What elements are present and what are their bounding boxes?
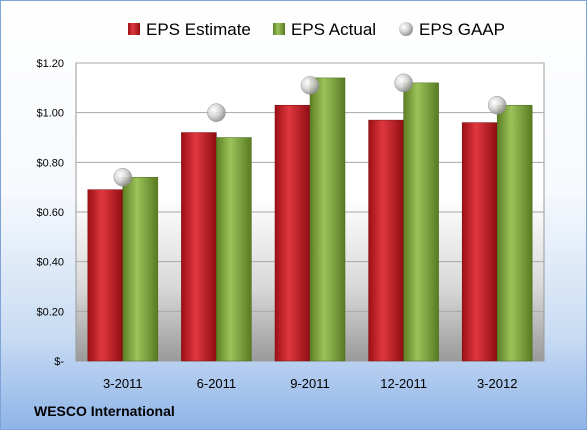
- x-tick-label: 3-2012: [477, 376, 517, 391]
- bar-eps-actual: [309, 77, 346, 362]
- legend-label-eps-actual: EPS Actual: [291, 20, 376, 39]
- legend-item-eps-estimate: EPS Estimate: [128, 20, 251, 39]
- legend-swatch-eps-actual: [273, 23, 285, 35]
- bar-eps-actual: [122, 176, 159, 362]
- legend-swatch-eps-estimate: [128, 23, 140, 35]
- marker-eps-gaap: [113, 167, 133, 187]
- bar-eps-actual: [496, 104, 533, 362]
- marker-eps-gaap: [487, 95, 507, 115]
- company-name: WESCO International: [34, 403, 175, 419]
- y-tick-label: $-: [54, 356, 64, 368]
- legend: EPS Estimate EPS Actual EPS GAAP: [128, 20, 505, 39]
- bar-eps-actual: [403, 82, 439, 362]
- x-tick-label: 3-2011: [103, 376, 143, 391]
- y-tick-label: $1.00: [36, 108, 64, 120]
- bar-eps-actual: [216, 137, 252, 362]
- x-tick-label: 6-2011: [197, 376, 237, 391]
- y-tick-label: $0.60: [36, 207, 64, 219]
- y-tick-label: $0.40: [36, 257, 64, 269]
- x-tick-label: 12-2011: [380, 376, 427, 391]
- bar-eps-estimate: [274, 104, 311, 362]
- bar-eps-estimate: [87, 189, 124, 362]
- marker-eps-gaap: [394, 73, 413, 93]
- x-tick-label: 9-2011: [290, 376, 330, 391]
- marker-eps-gaap: [207, 103, 226, 122]
- legend-label-eps-estimate: EPS Estimate: [146, 20, 251, 39]
- legend-label-eps-gaap: EPS GAAP: [419, 20, 505, 39]
- marker-eps-gaap: [300, 76, 320, 95]
- legend-item-eps-actual: EPS Actual: [273, 20, 376, 39]
- plot-area: $- $0.20 $0.40 $0.60 $0.80 $1.00 $1.20 3-2011 6-…: [36, 58, 545, 391]
- bar-eps-estimate: [368, 119, 404, 362]
- bar-eps-estimate: [461, 122, 498, 362]
- legend-item-eps-gaap: EPS GAAP: [399, 20, 505, 39]
- bar-eps-estimate: [181, 132, 217, 362]
- y-tick-label: $1.20: [36, 58, 64, 70]
- y-tick-label: $0.80: [36, 157, 64, 169]
- y-tick-label: $0.20: [36, 306, 64, 318]
- legend-marker-eps-gaap: [399, 22, 413, 36]
